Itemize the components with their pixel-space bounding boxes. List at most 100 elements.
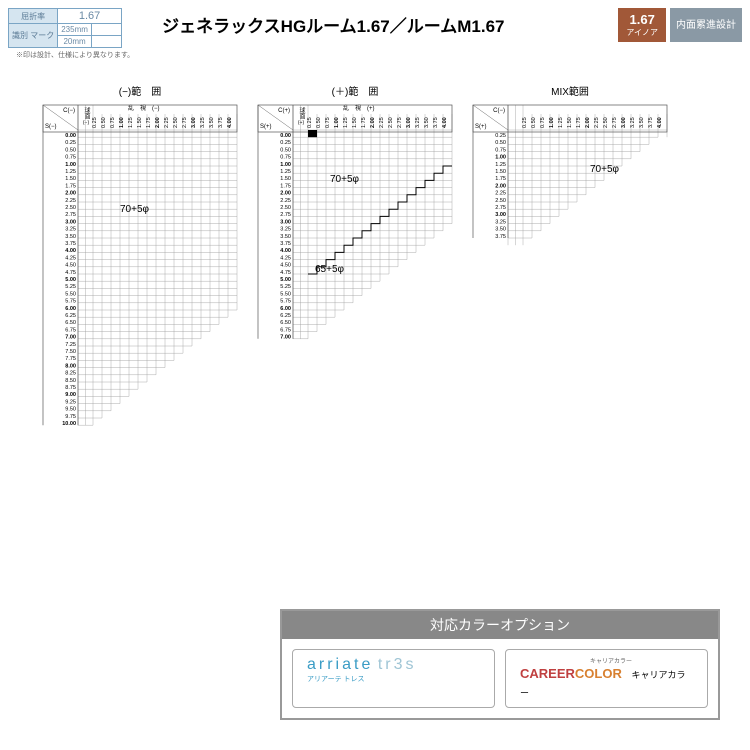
svg-text:0.25: 0.25 bbox=[280, 140, 291, 146]
index-badge-sub: アイノア bbox=[626, 27, 658, 38]
svg-text:(+): (+) bbox=[298, 120, 305, 126]
svg-text:1.25: 1.25 bbox=[280, 169, 291, 175]
header: 屈折率 1.67 識別 マーク 235mm 20mm ※印は設計、仕様により異な… bbox=[0, 0, 750, 68]
svg-text:C(+): C(+) bbox=[278, 108, 290, 114]
chart-minus: (−)範 囲 C(−)S(−)球面乱 視 (−)(−)0.250.500.751… bbox=[40, 83, 240, 442]
index-badge-value: 1.67 bbox=[626, 12, 658, 27]
svg-text:1.25: 1.25 bbox=[495, 162, 506, 168]
refraction-value: 1.67 bbox=[58, 9, 122, 24]
svg-text:3.50: 3.50 bbox=[280, 234, 291, 240]
chart-plus-title: (＋)範 囲 bbox=[255, 83, 455, 98]
svg-text:1.50: 1.50 bbox=[65, 176, 76, 182]
svg-text:8.00: 8.00 bbox=[65, 363, 76, 369]
svg-text:0.75: 0.75 bbox=[280, 155, 291, 161]
svg-text:0.50: 0.50 bbox=[280, 147, 291, 153]
svg-text:1.25: 1.25 bbox=[65, 169, 76, 175]
svg-text:0.00: 0.00 bbox=[280, 133, 291, 139]
color-options: 対応カラーオプション arriate tr3s アリアーテ トレス キャリアカラ… bbox=[280, 609, 720, 720]
svg-text:3.50: 3.50 bbox=[495, 227, 506, 233]
svg-text:3.00: 3.00 bbox=[280, 219, 291, 225]
svg-text:3.00: 3.00 bbox=[65, 219, 76, 225]
chart-plus-svg: C(+)S(+)球面乱 視 (+)(+)0.250.500.751.001.25… bbox=[255, 102, 455, 352]
svg-text:5.75: 5.75 bbox=[65, 299, 76, 305]
svg-text:70+5φ: 70+5φ bbox=[590, 164, 620, 175]
svg-text:1.00: 1.00 bbox=[65, 162, 76, 168]
svg-text:2.75: 2.75 bbox=[65, 212, 76, 218]
spec-block: 屈折率 1.67 識別 マーク 235mm 20mm ※印は設計、仕様により異な… bbox=[8, 8, 134, 60]
svg-text:2.75: 2.75 bbox=[280, 212, 291, 218]
svg-text:7.50: 7.50 bbox=[65, 349, 76, 355]
chart-mix: MIX範囲 C(−)S(+)0.250.500.751.001.251.501.… bbox=[470, 83, 670, 442]
svg-text:2.00: 2.00 bbox=[495, 183, 506, 189]
svg-text:9.50: 9.50 bbox=[65, 407, 76, 413]
arriate-sub: アリアーテ トレス bbox=[307, 674, 480, 684]
svg-text:4.00: 4.00 bbox=[280, 248, 291, 254]
svg-text:1.75: 1.75 bbox=[65, 183, 76, 189]
index-badge: 1.67 アイノア bbox=[618, 8, 666, 42]
svg-text:9.00: 9.00 bbox=[65, 392, 76, 398]
svg-text:6.25: 6.25 bbox=[65, 313, 76, 319]
svg-text:2.25: 2.25 bbox=[65, 198, 76, 204]
svg-text:9.75: 9.75 bbox=[65, 414, 76, 420]
svg-text:2.00: 2.00 bbox=[280, 191, 291, 197]
svg-text:1.00: 1.00 bbox=[280, 162, 291, 168]
svg-text:0.50: 0.50 bbox=[65, 147, 76, 153]
svg-text:4.75: 4.75 bbox=[280, 270, 291, 276]
chart-plus: (＋)範 囲 C(+)S(+)球面乱 視 (+)(+)0.250.500.751… bbox=[255, 83, 455, 442]
svg-text:6.00: 6.00 bbox=[280, 306, 291, 312]
svg-text:6.50: 6.50 bbox=[280, 320, 291, 326]
svg-text:7.00: 7.00 bbox=[65, 335, 76, 341]
svg-text:3.75: 3.75 bbox=[495, 234, 506, 240]
svg-text:3.25: 3.25 bbox=[65, 227, 76, 233]
svg-text:5.50: 5.50 bbox=[280, 291, 291, 297]
svg-text:5.00: 5.00 bbox=[65, 277, 76, 283]
svg-text:65+5φ: 65+5φ bbox=[315, 264, 345, 275]
svg-text:7.75: 7.75 bbox=[65, 356, 76, 362]
chart-minus-title: (−)範 囲 bbox=[40, 83, 240, 98]
svg-text:4.00: 4.00 bbox=[65, 248, 76, 254]
svg-text:3.25: 3.25 bbox=[280, 227, 291, 233]
career-option: キャリアカラー CAREERCOLOR キャリアカラー bbox=[505, 649, 708, 708]
charts-container: (−)範 囲 C(−)S(−)球面乱 視 (−)(−)0.250.500.751… bbox=[0, 68, 750, 457]
svg-text:2.75: 2.75 bbox=[495, 205, 506, 211]
chart-mix-title: MIX範囲 bbox=[470, 83, 670, 98]
chart-minus-svg: C(−)S(−)球面乱 視 (−)(−)0.250.500.751.001.25… bbox=[40, 102, 240, 442]
svg-text:70+5φ: 70+5φ bbox=[330, 174, 360, 185]
svg-text:0.75: 0.75 bbox=[495, 147, 506, 153]
svg-text:0.00: 0.00 bbox=[65, 133, 76, 139]
svg-text:1.75: 1.75 bbox=[495, 176, 506, 182]
svg-text:3.25: 3.25 bbox=[495, 219, 506, 225]
svg-text:8.75: 8.75 bbox=[65, 385, 76, 391]
svg-text:2.25: 2.25 bbox=[280, 198, 291, 204]
svg-text:5.00: 5.00 bbox=[280, 277, 291, 283]
svg-text:3.75: 3.75 bbox=[65, 241, 76, 247]
badge-group: 1.67 アイノア 内面累進設計 bbox=[618, 8, 742, 42]
arriate-suffix: tr3s bbox=[378, 656, 417, 673]
svg-text:2.50: 2.50 bbox=[280, 205, 291, 211]
svg-text:2.50: 2.50 bbox=[65, 205, 76, 211]
spec-table: 屈折率 1.67 識別 マーク 235mm 20mm bbox=[8, 8, 122, 48]
svg-text:4.50: 4.50 bbox=[65, 263, 76, 269]
svg-text:5.25: 5.25 bbox=[280, 284, 291, 290]
svg-text:0.25: 0.25 bbox=[495, 133, 506, 139]
career-ruby: キャリアカラー bbox=[590, 656, 693, 665]
mark-20: 20mm bbox=[58, 36, 92, 48]
svg-text:3.75: 3.75 bbox=[280, 241, 291, 247]
career-logo: CAREERCOLOR bbox=[520, 666, 625, 681]
svg-text:4.25: 4.25 bbox=[280, 255, 291, 261]
svg-text:4.50: 4.50 bbox=[280, 263, 291, 269]
svg-text:6.00: 6.00 bbox=[65, 306, 76, 312]
svg-text:5.25: 5.25 bbox=[65, 284, 76, 290]
svg-text:6.75: 6.75 bbox=[65, 327, 76, 333]
svg-text:7.25: 7.25 bbox=[65, 342, 76, 348]
svg-text:1.50: 1.50 bbox=[280, 176, 291, 182]
svg-text:7.00: 7.00 bbox=[280, 335, 291, 341]
svg-text:6.25: 6.25 bbox=[280, 313, 291, 319]
svg-text:2.25: 2.25 bbox=[495, 191, 506, 197]
color-options-header: 対応カラーオプション bbox=[282, 611, 718, 639]
svg-text:1.00: 1.00 bbox=[495, 155, 506, 161]
svg-text:4.75: 4.75 bbox=[65, 270, 76, 276]
svg-text:S(+): S(+) bbox=[260, 124, 272, 130]
svg-text:3.00: 3.00 bbox=[495, 212, 506, 218]
svg-text:4.25: 4.25 bbox=[65, 255, 76, 261]
